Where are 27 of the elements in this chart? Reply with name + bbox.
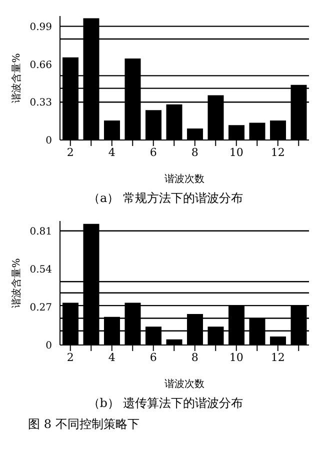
y-tick-label: 0.66 [30,60,52,71]
x-tick-label: 4 [108,146,116,159]
x-axis-title: 谐波次数 [164,378,204,390]
text: （a） 常规方法下的谐波分布 [87,190,244,207]
x-tick-label: 2 [66,146,74,159]
x-tick-label: 8 [191,146,198,159]
x-tick-label: 10 [229,146,244,159]
x-tick-label: 10 [229,350,244,364]
y-tick-label: 0.99 [30,22,52,33]
text: （b） 遗传算法下的谐波分布 [86,395,244,412]
y-tick-label: 0.27 [30,302,52,314]
y-tick-label: 0 [46,340,52,352]
y-tick-label: 0 [46,136,52,147]
y-tick-label: 0.54 [30,264,52,276]
x-tick-label: 2 [66,350,74,364]
y-axis-title: 谐波含量% [10,53,23,103]
caption: 图 8 不同控制策略下 [27,416,140,433]
y-tick-label: 0.33 [30,98,52,109]
x-tick-label: 12 [270,146,285,159]
x-tick-label: 6 [150,350,157,364]
y-axis-title: 谐波含量% [10,258,23,308]
x-tick-label: 4 [108,350,116,364]
x-tick-label: 12 [270,350,285,364]
y-tick-label: 0.81 [30,226,52,238]
x-tick-label: 6 [150,146,157,159]
x-axis-title: 谐波次数 [164,173,204,185]
x-tick-label: 8 [191,350,198,364]
